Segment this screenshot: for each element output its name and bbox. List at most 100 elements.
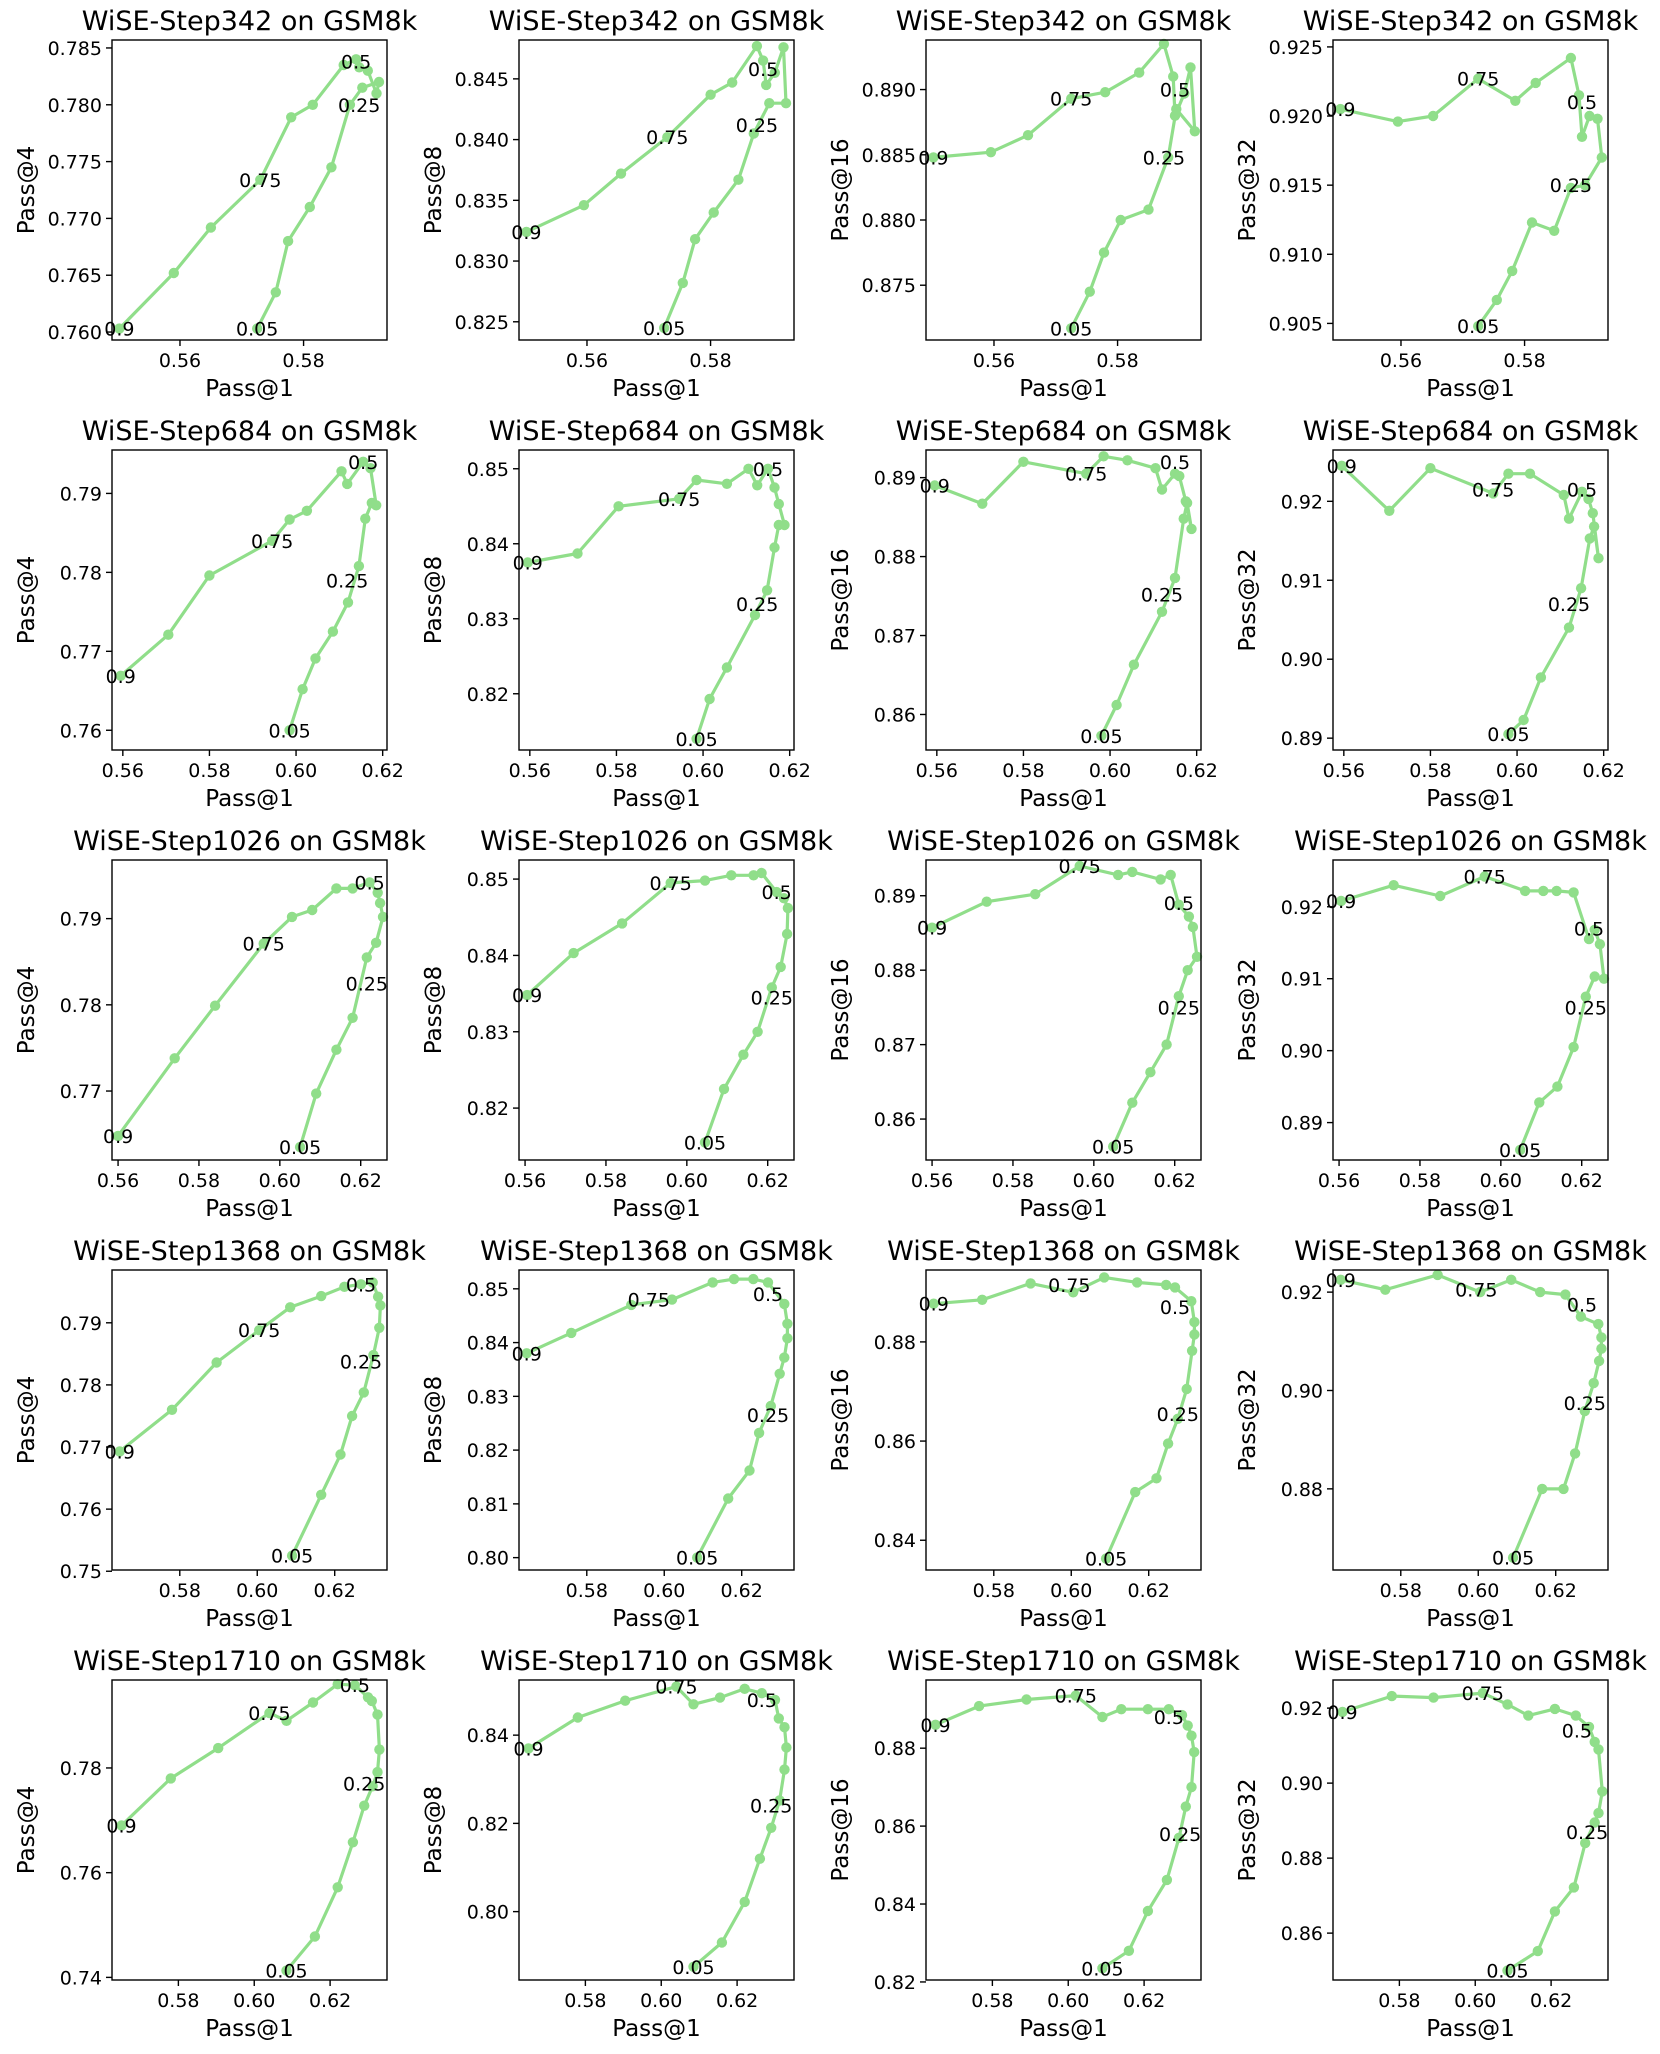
chart-svg-s1026_p8: WiSE-Step1026 on GSM8k 0.05 0.25 0.5 0.75 0.9…: [421, 826, 833, 1222]
data-point: [1552, 1081, 1563, 1092]
y-tick-label: 0.825: [455, 312, 509, 334]
data-point: [779, 1722, 790, 1733]
data-point: [168, 267, 179, 279]
y-tick-label: 0.87: [874, 626, 916, 648]
data-point: [373, 76, 385, 88]
y-axis-label: Pass@32: [1235, 1368, 1261, 1471]
data-point: [1134, 67, 1145, 78]
x-tick-label: 0.58: [564, 1990, 606, 2012]
y-axis-label: Pass@4: [14, 556, 40, 645]
data-point: [766, 1822, 777, 1833]
data-point: [1475, 1286, 1486, 1298]
data-point: [374, 1322, 385, 1333]
point-annotation: 0.25: [747, 1405, 789, 1427]
chart-title: WiSE-Step1368 on GSM8k: [73, 1236, 426, 1267]
data-point: [1123, 1945, 1135, 1956]
data-point: [1535, 672, 1547, 683]
series-line: [1340, 1273, 1603, 1559]
data-point: [1180, 496, 1191, 507]
chart-svg-s684_p16: WiSE-Step684 on GSM8k0.050.250.50.750.90…: [828, 416, 1232, 812]
x-tick-label: 0.62: [769, 760, 811, 782]
data-point: [335, 1449, 346, 1460]
data-point: [1392, 116, 1404, 127]
data-point: [1576, 131, 1588, 142]
data-point: [360, 513, 371, 524]
data-point: [1169, 1282, 1181, 1293]
x-axis-label: Pass@1: [1019, 1606, 1108, 1632]
chart-panel-s684_p32: WiSE-Step684 on GSM8k 0.05 0.25 0.5 0.75 0.9 0…: [1228, 410, 1643, 820]
x-tick-label: 0.56: [504, 1170, 546, 1192]
series-line: [116, 880, 385, 1148]
data-point: [213, 1742, 224, 1754]
data-point: [521, 1348, 532, 1359]
x-tick-label: 0.58: [585, 1170, 627, 1192]
x-tick-label: 0.62: [1583, 760, 1625, 782]
point-annotation: 0.9: [1326, 891, 1356, 913]
chart-panel-s342_p32: WiSE-Step342 on GSM8k 0.05 0.25 0.5 0.75 0.9 0…: [1228, 0, 1643, 410]
y-tick-label: 0.910: [1269, 244, 1323, 266]
y-tick-label: 0.925: [1269, 37, 1323, 59]
data-point: [1583, 493, 1594, 505]
y-tick-label: 0.84: [467, 534, 509, 556]
data-point: [1108, 1141, 1119, 1152]
point-annotation: 0.25: [1566, 1822, 1608, 1844]
data-point: [774, 1368, 785, 1379]
y-tick-label: 0.780: [48, 95, 102, 117]
x-tick-label: 0.62: [362, 760, 404, 782]
data-point: [779, 1352, 790, 1363]
series-line: [931, 864, 1199, 1148]
data-point: [1155, 874, 1166, 885]
y-tick-label: 0.88: [874, 1332, 916, 1354]
y-tick-label: 0.75: [60, 1561, 102, 1583]
x-tick-label: 0.60: [259, 1170, 301, 1192]
data-point: [344, 99, 356, 111]
point-annotation: 0.9: [104, 319, 134, 341]
y-tick-label: 0.81: [467, 1494, 509, 1516]
x-tick-label: 0.56: [1380, 350, 1422, 372]
point-annotation: 0.5: [747, 1690, 777, 1712]
data-point: [1182, 1720, 1193, 1731]
point-annotation: 0.9: [1325, 99, 1355, 121]
x-axis-label: Pass@1: [612, 1606, 701, 1632]
data-point: [692, 1552, 703, 1563]
data-point: [1502, 1699, 1513, 1710]
data-point: [1386, 1690, 1397, 1702]
x-tick-label: 0.58: [1380, 1580, 1422, 1602]
data-point: [1594, 939, 1606, 950]
y-tick-label: 0.84: [467, 945, 509, 967]
data-point: [1538, 885, 1549, 897]
x-tick-label: 0.58: [178, 1170, 220, 1192]
data-point: [1573, 90, 1585, 101]
data-point: [782, 1318, 793, 1329]
data-point: [1515, 1144, 1526, 1156]
data-point: [985, 147, 997, 158]
data-point: [205, 222, 217, 233]
axes-frame: [925, 859, 1202, 1161]
point-annotation: 0.75: [1457, 69, 1499, 91]
data-point: [733, 174, 744, 185]
x-tick-label: 0.58: [971, 1990, 1013, 2012]
x-tick-label: 0.60: [236, 1580, 278, 1602]
data-point: [310, 653, 321, 664]
data-point: [332, 1679, 343, 1690]
x-tick-label: 0.62: [1535, 1580, 1577, 1602]
chart-panel-s1368_p8: WiSE-Step1368 on GSM8k 0.05 0.25 0.5 0.75 0.9…: [414, 1230, 833, 1640]
data-point: [1507, 1552, 1519, 1563]
point-annotation: 0.75: [238, 1320, 280, 1342]
data-point: [116, 1820, 127, 1831]
point-annotation: 0.25: [751, 987, 793, 1009]
point-annotation: 0.75: [1059, 856, 1101, 878]
chart-panel-s1026_p32: WiSE-Step1026 on GSM8k 0.05 0.25 0.5 0.75 0.9…: [1228, 820, 1647, 1230]
data-point: [114, 323, 125, 334]
x-tick-label: 0.56: [566, 350, 608, 372]
series-line: [526, 1277, 789, 1559]
x-axis-label: Pass@1: [1019, 1196, 1108, 1222]
data-point: [521, 989, 533, 1001]
data-point: [1182, 965, 1193, 976]
data-point: [699, 875, 711, 886]
point-annotation: 0.5: [1567, 480, 1597, 502]
data-point: [1168, 71, 1179, 82]
chart-svg-s1710_p32: WiSE-Step1710 on GSM8k 0.05 0.25 0.5 0.75 0.9…: [1235, 1646, 1647, 2042]
data-point: [1596, 1332, 1607, 1343]
chart-panel-s1368_p4: WiSE-Step1368 on GSM8k 0.05 0.25 0.5 0.75 0.9…: [7, 1230, 426, 1640]
